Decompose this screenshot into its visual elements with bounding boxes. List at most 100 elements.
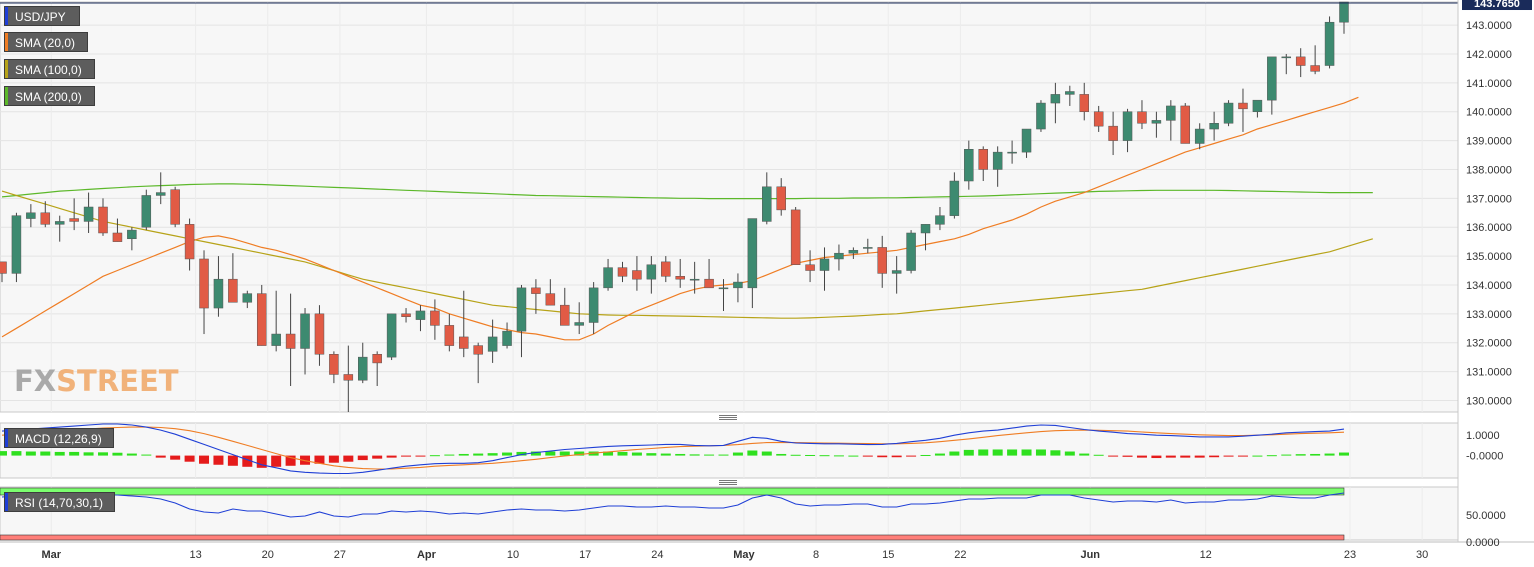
time-tick-label: 27 <box>334 549 346 561</box>
legend-symbol[interactable]: USD/JPY <box>4 6 80 26</box>
macd-hist-bar-pos <box>502 452 513 456</box>
pane-splitter-rsi[interactable] <box>719 479 737 485</box>
candle-bear <box>617 267 628 277</box>
candle-bull <box>300 313 310 349</box>
macd-hist-bar-pos <box>83 452 94 456</box>
price-tick-label: 142.0000 <box>1466 49 1512 61</box>
watermark-fx: FX <box>14 364 57 398</box>
candle-bear <box>1137 111 1147 124</box>
macd-hist-bar-neg <box>1165 455 1176 458</box>
candle-bear <box>1079 94 1089 112</box>
candle-bear <box>228 278 238 303</box>
candle-bull <box>1065 91 1075 95</box>
legend-sma20[interactable]: SMA (20,0) <box>4 32 88 52</box>
legend-sma100-label: SMA (100,0) <box>15 63 82 77</box>
candle-bull <box>1007 151 1017 154</box>
candle-bear <box>98 206 108 234</box>
macd-signal-line <box>1 426 1345 470</box>
candle-bull <box>1166 105 1176 121</box>
macd-hist-bar-pos <box>559 451 570 456</box>
rsi-tick-label: 0.0000 <box>1466 537 1500 549</box>
macd-hist-bar-neg <box>1151 455 1162 459</box>
macd-tick-label: 1.0000 <box>1466 430 1500 442</box>
candle-bull <box>588 287 599 323</box>
candle-bear <box>401 313 411 317</box>
time-tick-label: Apr <box>417 549 437 561</box>
macd-hist-bar-neg <box>314 455 325 464</box>
candle-bull <box>935 215 945 225</box>
legend-macd[interactable]: MACD (12,26,9) <box>4 428 114 448</box>
candle-bull <box>891 270 902 274</box>
time-tick-label: 8 <box>813 549 819 561</box>
macd-hist-bar-neg <box>343 455 354 462</box>
macd-hist-bar-pos <box>429 455 440 457</box>
macd-hist-bar-neg <box>213 455 224 465</box>
candle-bull <box>1194 128 1205 144</box>
macd-hist-bar-pos <box>790 454 801 456</box>
candle-bear <box>978 149 988 170</box>
macd-hist-bar-pos <box>126 453 137 456</box>
legend-symbol-label: USD/JPY <box>15 10 66 24</box>
candle-bull <box>906 232 916 271</box>
legend-sma200[interactable]: SMA (200,0) <box>4 86 95 106</box>
time-tick-label: 23 <box>1344 549 1356 561</box>
legend-rsi-label: RSI (14,70,30,1) <box>15 496 104 510</box>
macd-hist-bar-pos <box>444 454 455 456</box>
rsi-line <box>1 492 1345 518</box>
candle-bear <box>314 313 325 355</box>
candle-bear <box>632 270 642 280</box>
candle-bear <box>1238 102 1248 110</box>
candle-bull <box>127 229 137 240</box>
sma20-swatch <box>5 33 8 51</box>
candle-bear <box>372 354 382 364</box>
macd-hist-bar-neg <box>415 455 426 457</box>
legend-sma100[interactable]: SMA (100,0) <box>4 59 95 79</box>
rsi-tick-label: 50.0000 <box>1466 510 1506 522</box>
macd-line <box>1 423 1345 475</box>
pane-splitter-macd[interactable] <box>719 414 737 420</box>
macd-hist-bar-pos <box>675 453 686 456</box>
candle-bull <box>1339 1 1349 23</box>
macd-tick-label: -0.0000 <box>1466 451 1503 463</box>
candle-bear <box>661 261 671 277</box>
macd-hist-bar-neg <box>1209 455 1220 458</box>
candle-bull <box>242 293 253 303</box>
candle-bull <box>26 212 36 219</box>
macd-hist-bar-pos <box>54 451 65 456</box>
candle-bear <box>256 293 267 346</box>
price-tick-label: 138.0000 <box>1466 164 1512 176</box>
macd-hist-bar-pos <box>646 453 657 456</box>
candle-bull <box>415 310 426 320</box>
macd-hist-bar-neg <box>372 455 383 459</box>
candle-bear <box>560 304 570 326</box>
macd-hist-bar-neg <box>184 455 195 462</box>
candle-bull <box>747 218 758 289</box>
macd-hist-bar-pos <box>689 454 700 456</box>
candle-bull <box>718 287 729 290</box>
macd-hist-bar-pos <box>1079 453 1090 456</box>
candle-bull <box>733 281 743 289</box>
candle-bear <box>0 261 7 274</box>
rsi-oversold-zone <box>0 534 1345 541</box>
candle-bear <box>805 264 815 271</box>
candle-bear <box>545 293 556 306</box>
candle-bear <box>1310 65 1320 72</box>
macd-hist-bar-pos <box>1064 451 1075 456</box>
candle-bear <box>40 212 51 225</box>
candle-bear <box>170 189 180 225</box>
candle-bear <box>1093 111 1104 127</box>
macd-hist-bar-neg <box>227 455 238 466</box>
macd-hist-bar-pos <box>1007 449 1018 456</box>
candle-bear <box>1295 56 1306 66</box>
macd-hist-bar-pos <box>1050 450 1061 456</box>
legend-macd-label: MACD (12,26,9) <box>15 432 102 446</box>
watermark-street: STREET <box>56 364 179 398</box>
macd-hist-bar-neg <box>285 455 296 466</box>
candle-bull <box>1252 99 1263 112</box>
legend-rsi[interactable]: RSI (14,70,30,1) <box>4 492 115 512</box>
macd-hist-bar-pos <box>992 449 1003 456</box>
macd-hist-bar-neg <box>906 455 917 457</box>
price-tick-label: 136.0000 <box>1466 222 1512 234</box>
candle-bull <box>1021 128 1032 153</box>
